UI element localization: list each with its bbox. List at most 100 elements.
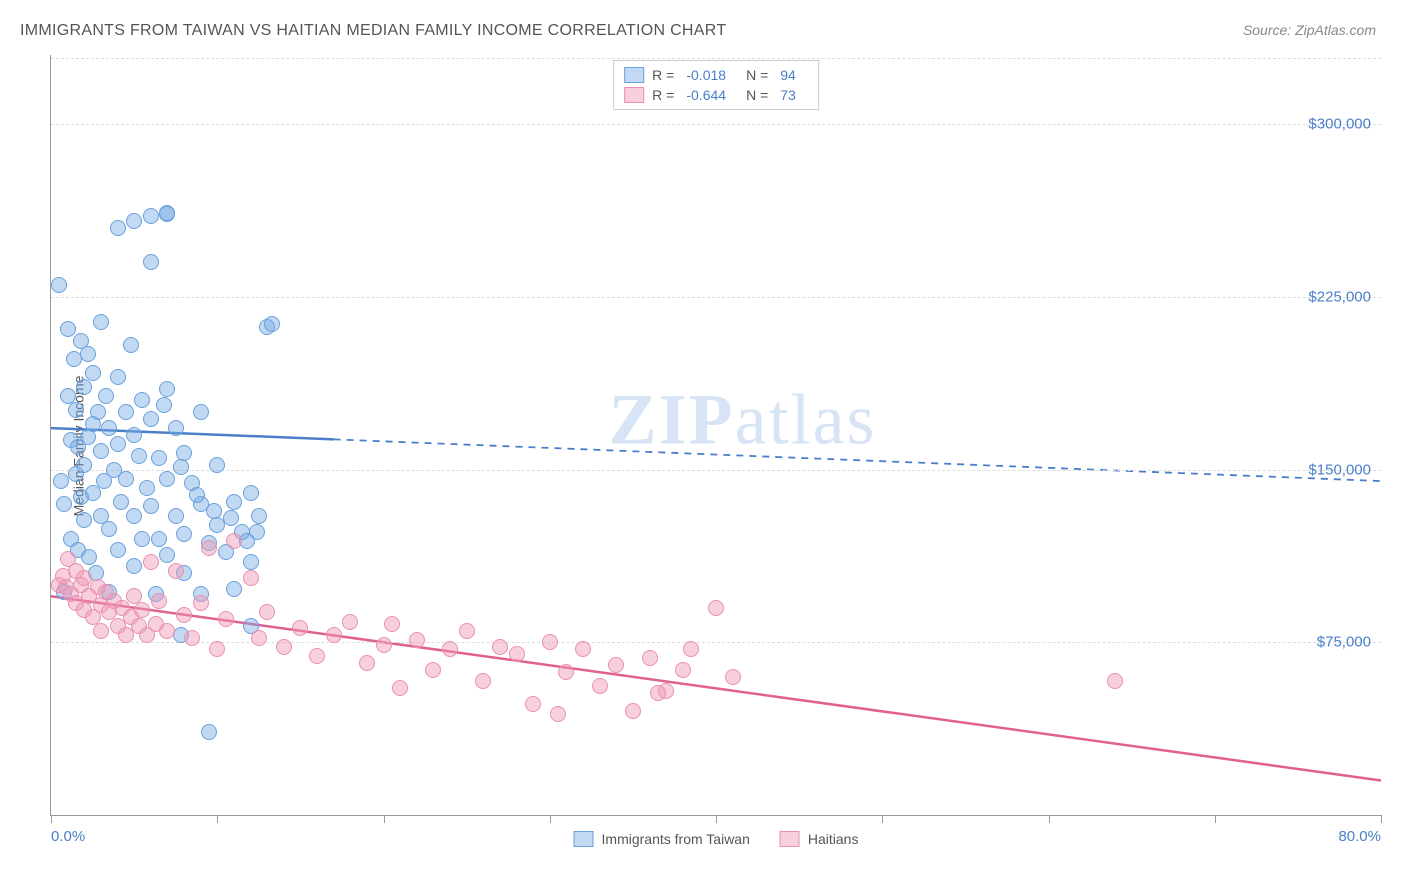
data-point (442, 641, 458, 657)
x-tick (1215, 815, 1216, 823)
data-point (276, 639, 292, 655)
data-point (168, 420, 184, 436)
data-point (76, 379, 92, 395)
gridline (51, 470, 1381, 471)
data-point (81, 549, 97, 565)
data-point (118, 404, 134, 420)
data-point (176, 526, 192, 542)
data-point (51, 277, 67, 293)
data-point (708, 600, 724, 616)
data-point (123, 337, 139, 353)
x-tick (1049, 815, 1050, 823)
gridline (51, 642, 1381, 643)
data-point (159, 623, 175, 639)
data-point (118, 471, 134, 487)
legend-n-label: N = (746, 87, 768, 103)
data-point (139, 480, 155, 496)
x-axis-min: 0.0% (51, 828, 85, 845)
data-point (168, 563, 184, 579)
data-point (209, 641, 225, 657)
x-tick (384, 815, 385, 823)
legend-swatch (624, 67, 644, 83)
trend-line-dashed (334, 439, 1381, 481)
data-point (223, 510, 239, 526)
x-tick (716, 815, 717, 823)
legend-row: R =-0.644N =73 (624, 85, 808, 105)
gridline (51, 58, 1381, 59)
data-point (226, 581, 242, 597)
data-point (56, 496, 72, 512)
data-point (151, 593, 167, 609)
data-point (143, 254, 159, 270)
data-point (251, 508, 267, 524)
data-point (143, 208, 159, 224)
legend-r-label: R = (652, 67, 674, 83)
data-point (625, 703, 641, 719)
x-tick (550, 815, 551, 823)
data-point (509, 646, 525, 662)
legend-swatch (624, 87, 644, 103)
data-point (251, 630, 267, 646)
data-point (110, 542, 126, 558)
data-point (134, 602, 150, 618)
series-legend: Immigrants from TaiwanHaitians (574, 831, 859, 847)
data-point (650, 685, 666, 701)
source-attribution: Source: ZipAtlas.com (1243, 22, 1376, 38)
legend-swatch (780, 831, 800, 847)
legend-swatch (574, 831, 594, 847)
data-point (53, 473, 69, 489)
data-point (575, 641, 591, 657)
data-point (392, 680, 408, 696)
data-point (608, 657, 624, 673)
data-point (309, 648, 325, 664)
data-point (151, 531, 167, 547)
data-point (126, 508, 142, 524)
legend-n-label: N = (746, 67, 768, 83)
data-point (126, 558, 142, 574)
data-point (492, 639, 508, 655)
data-point (85, 365, 101, 381)
data-point (201, 724, 217, 740)
data-point (184, 630, 200, 646)
legend-row: R =-0.018N =94 (624, 65, 808, 85)
data-point (259, 604, 275, 620)
data-point (425, 662, 441, 678)
gridline (51, 297, 1381, 298)
data-point (226, 533, 242, 549)
data-point (189, 487, 205, 503)
data-point (243, 554, 259, 570)
data-point (675, 662, 691, 678)
data-point (76, 457, 92, 473)
data-point (126, 213, 142, 229)
data-point (68, 402, 84, 418)
data-point (459, 623, 475, 639)
data-point (126, 427, 142, 443)
data-point (101, 521, 117, 537)
data-point (176, 607, 192, 623)
x-tick (882, 815, 883, 823)
x-tick (51, 815, 52, 823)
gridline (51, 124, 1381, 125)
data-point (218, 611, 234, 627)
legend-item: Haitians (780, 831, 859, 847)
data-point (173, 459, 189, 475)
data-point (376, 637, 392, 653)
data-point (243, 570, 259, 586)
data-point (550, 706, 566, 722)
data-point (206, 503, 222, 519)
data-point (475, 673, 491, 689)
data-point (342, 614, 358, 630)
x-tick (217, 815, 218, 823)
data-point (359, 655, 375, 671)
data-point (525, 696, 541, 712)
data-point (542, 634, 558, 650)
data-point (134, 392, 150, 408)
y-tick-label: $300,000 (1308, 116, 1371, 133)
legend-r-label: R = (652, 87, 674, 103)
data-point (201, 540, 217, 556)
data-point (384, 616, 400, 632)
data-point (558, 664, 574, 680)
data-point (226, 494, 242, 510)
data-point (134, 531, 150, 547)
data-point (93, 314, 109, 330)
